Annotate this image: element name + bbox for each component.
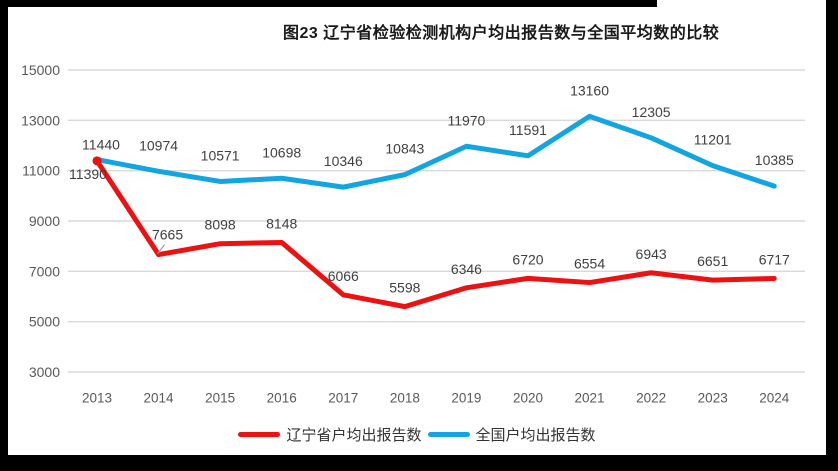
data-label: 11390	[69, 166, 107, 182]
y-axis-tick-label: 9000	[29, 213, 60, 229]
data-label: 6943	[636, 246, 667, 262]
data-label: 13160	[570, 82, 609, 98]
x-axis-tick-label: 2021	[575, 391, 605, 406]
y-axis-tick-label: 5000	[29, 314, 60, 330]
legend-label-national: 全国户均出报告数	[475, 426, 596, 444]
chart-title: 图23 辽宁省检验检测机构户均出报告数与全国平均数的比较	[283, 25, 720, 42]
data-label: 10385	[755, 152, 794, 168]
y-axis-tick-label: 13000	[21, 112, 60, 128]
series-line-national	[94, 113, 777, 190]
data-label: 11201	[694, 132, 732, 148]
data-label: 8098	[205, 217, 236, 233]
chart-canvas: 15000 13000 11000 9000 7000 5000 3000 2013 2014 2…	[21, 62, 805, 406]
data-label: 11970	[447, 112, 485, 128]
data-label: 12305	[632, 104, 671, 120]
series-point-marker	[92, 156, 102, 166]
frame-border-left	[0, 0, 8, 471]
x-axis-tick-label: 2022	[636, 391, 666, 406]
data-label: 7665	[152, 227, 183, 243]
data-label: 10974	[139, 137, 178, 153]
data-label: 6066	[328, 268, 359, 284]
x-axis-tick-label: 2020	[513, 391, 543, 406]
data-label: 6717	[759, 251, 790, 267]
legend-label-liaoning: 辽宁省户均出报告数	[286, 426, 422, 444]
data-label: 11440	[82, 137, 120, 153]
x-axis-tick-label: 2024	[759, 391, 790, 406]
legend-swatch-liaoning	[238, 431, 281, 437]
data-label: 6346	[451, 261, 482, 277]
x-axis-tick-label: 2015	[205, 391, 235, 406]
data-label: 8148	[266, 215, 297, 231]
data-label: 6651	[697, 253, 728, 269]
x-axis-tick-label: 2014	[144, 391, 175, 406]
frame-border-top	[0, 0, 657, 7]
series-line-liaoning	[94, 158, 777, 310]
y-axis-tick-label: 11000	[22, 163, 60, 179]
data-label: 5598	[389, 280, 420, 296]
y-axis-tick-label: 3000	[29, 364, 60, 380]
label-leader-line	[157, 244, 166, 254]
data-label: 10698	[262, 144, 301, 160]
data-label: 10843	[385, 141, 424, 157]
frame-border-bottom	[0, 455, 838, 471]
x-axis-tick-label: 2013	[82, 391, 112, 406]
y-axis-tick-label: 7000	[29, 263, 60, 279]
x-axis-tick-label: 2023	[698, 391, 728, 406]
data-label: 6554	[574, 256, 605, 272]
chart-legend: 辽宁省户均出报告数 全国户均出报告数	[8, 423, 826, 445]
data-label: 6720	[512, 251, 543, 267]
legend-swatch-national	[427, 431, 470, 437]
data-label: 11591	[509, 122, 547, 138]
data-label: 10571	[201, 147, 240, 163]
y-axis-tick-label: 15000	[21, 62, 60, 78]
x-axis-tick-label: 2017	[328, 391, 358, 406]
x-axis-tick-label: 2018	[390, 391, 420, 406]
chart-panel: 15000 13000 11000 9000 7000 5000 3000 2013 2014 2…	[8, 0, 826, 455]
x-axis-tick-label: 2016	[267, 391, 297, 406]
x-axis-tick-label: 2019	[451, 391, 481, 406]
data-label: 10346	[324, 153, 363, 169]
frame-border-right	[826, 0, 838, 471]
